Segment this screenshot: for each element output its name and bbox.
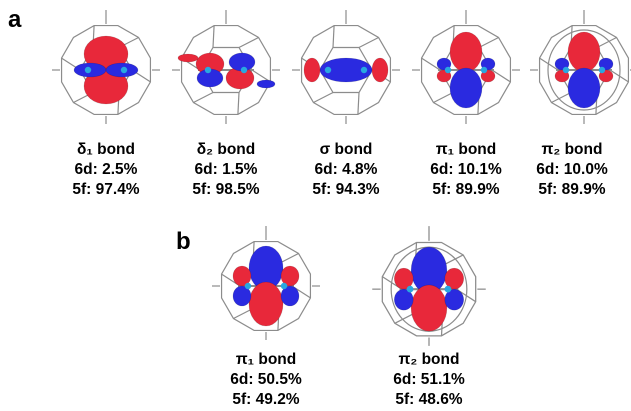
metal-atom	[324, 66, 332, 74]
panel-a-label: a	[8, 6, 22, 33]
orbital-delta2	[172, 10, 280, 124]
positive-lobe	[371, 57, 389, 83]
f-contribution: 5f: 97.4%	[72, 181, 140, 198]
orbital-pi2	[530, 10, 631, 124]
d-contribution: 6d: 2.5%	[74, 161, 138, 178]
f-contribution: 5f: 94.3%	[312, 181, 380, 198]
negative-lobe	[567, 67, 601, 109]
bond-label: π₁ bond	[235, 351, 297, 368]
negative-lobe	[256, 79, 276, 89]
orbital-pi1	[412, 10, 520, 124]
f-contribution: 5f: 49.2%	[232, 391, 300, 408]
d-contribution: 6d: 51.1%	[393, 371, 465, 388]
metal-atom	[84, 66, 92, 74]
d-contribution: 6d: 10.1%	[430, 161, 502, 178]
metal-atom	[562, 66, 570, 74]
positive-lobe	[248, 281, 284, 327]
caption-delta2: δ₂ bond 6d: 1.5% 5f: 98.5%	[170, 140, 282, 200]
metal-atom	[444, 285, 452, 293]
negative-lobe	[449, 67, 483, 109]
metal-atom	[240, 66, 248, 74]
orbital-pi2b	[372, 226, 486, 346]
negative-lobe	[444, 288, 464, 311]
f-contribution: 5f: 98.5%	[192, 181, 260, 198]
positive-lobe	[83, 67, 129, 105]
caption-delta1: δ₁ bond 6d: 2.5% 5f: 97.4%	[50, 140, 162, 200]
metal-atom	[480, 66, 488, 74]
negative-lobe	[232, 285, 252, 307]
f-contribution: 5f: 48.6%	[395, 391, 463, 408]
caption-sigma: σ bond 6d: 4.8% 5f: 94.3%	[290, 140, 402, 200]
positive-lobe	[177, 53, 199, 63]
metal-atom	[598, 66, 606, 74]
orbital-delta1	[52, 10, 160, 124]
positive-lobe	[303, 57, 321, 83]
d-contribution: 6d: 50.5%	[230, 371, 302, 388]
bond-label: π₂ bond	[541, 141, 603, 158]
panel-b-label: b	[176, 228, 191, 255]
metal-atom	[406, 285, 414, 293]
bond-label: δ₁ bond	[77, 141, 135, 158]
d-contribution: 6d: 10.0%	[536, 161, 608, 178]
positive-lobe	[449, 31, 483, 73]
metal-atom	[444, 66, 452, 74]
f-contribution: 5f: 89.9%	[538, 181, 606, 198]
bond-label: π₁ bond	[435, 141, 497, 158]
d-contribution: 6d: 1.5%	[194, 161, 258, 178]
metal-atom	[280, 282, 288, 290]
metal-atom	[120, 66, 128, 74]
bond-label: σ bond	[319, 141, 373, 158]
cage	[172, 10, 280, 124]
bond-label: δ₂ bond	[196, 141, 256, 158]
caption-pi2b: π₂ bond 6d: 51.1% 5f: 48.6%	[373, 350, 485, 410]
metal-atom	[204, 66, 212, 74]
caption-pi1b: π₁ bond 6d: 50.5% 5f: 49.2%	[210, 350, 322, 410]
caption-pi2: π₂ bond 6d: 10.0% 5f: 89.9%	[516, 140, 628, 200]
positive-lobe	[567, 31, 601, 73]
negative-lobe	[280, 285, 300, 307]
positive-lobe	[410, 284, 448, 332]
metal-atom	[360, 66, 368, 74]
f-contribution: 5f: 89.9%	[432, 181, 500, 198]
caption-pi1: π₁ bond 6d: 10.1% 5f: 89.9%	[410, 140, 522, 200]
metal-atom	[244, 282, 252, 290]
bond-label: π₂ bond	[398, 351, 460, 368]
orbital-sigma	[292, 10, 400, 124]
orbital-pi1b	[212, 226, 320, 340]
negative-lobe	[394, 288, 414, 311]
d-contribution: 6d: 4.8%	[314, 161, 378, 178]
